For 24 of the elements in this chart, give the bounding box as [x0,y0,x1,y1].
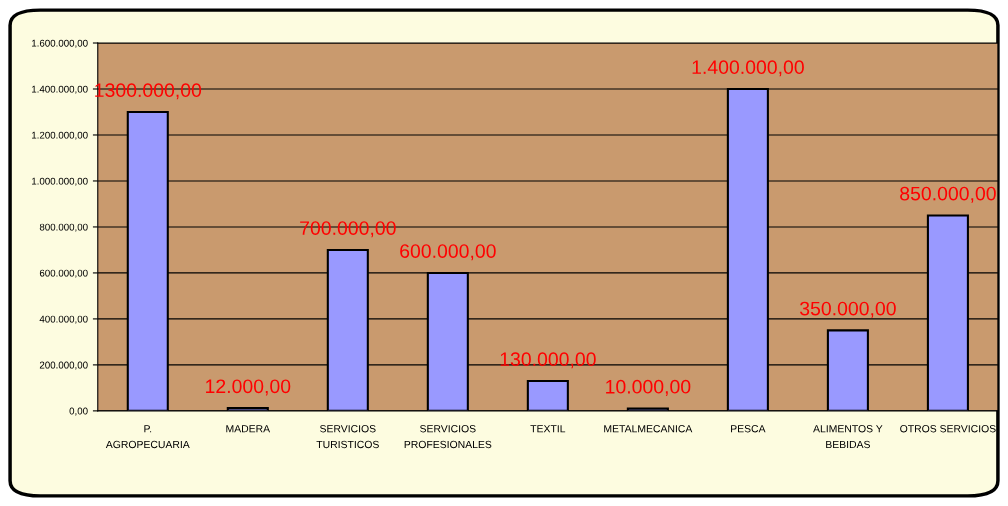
y-tick-label: 600.000,00 [39,269,88,278]
x-tick-label: MADERA [226,425,271,433]
y-tick-label: 0,00 [69,407,88,416]
y-tick-label: 1.200.000,00 [32,131,88,140]
x-tick-label: SERVICIOS TURISTICOS [316,425,379,449]
y-tick-label: 1.400.000,00 [32,85,88,94]
x-tick-label: PESCA [731,425,766,433]
data-label: 850.000,00 [900,186,996,203]
data-label: 12.000,00 [206,379,291,396]
data-label: 1.400.000,00 [692,60,804,77]
data-label: 10.000,00 [606,379,691,396]
x-tick-label: ALIMENTOS Y BEBIDAS [813,425,883,449]
y-tick-label: 800.000,00 [39,223,88,232]
data-label: 350.000,00 [799,301,896,318]
y-tick-label: 1.000.000,00 [32,177,88,186]
x-tick-label: OTROS SERVICIOS [900,425,996,433]
y-tick-label: 200.000,00 [39,361,88,370]
x-tick-label: P. AGROPECUARIA [105,425,190,449]
x-tick-label: SERVICIOS PROFESIONALES [404,425,492,449]
x-tick-label: METALMECANICA [604,425,693,433]
x-tick-label: TEXTIL [530,425,566,433]
y-tick-label: 1.600.000,00 [32,39,88,48]
data-label: 600.000,00 [400,244,496,261]
y-tick-label: 400.000,00 [39,315,88,324]
